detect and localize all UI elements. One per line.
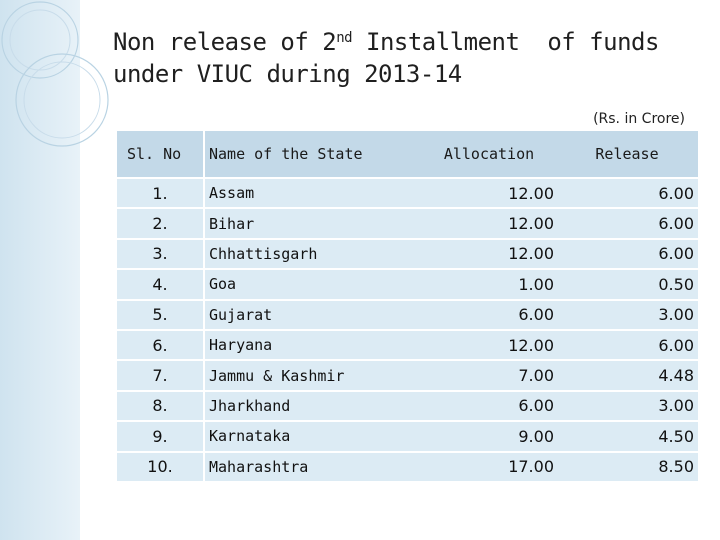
- allocation-cell: 12.00: [424, 178, 560, 210]
- title-line1-text: Non release of 2: [113, 28, 337, 56]
- header-allocation: Allocation: [424, 131, 560, 179]
- sl-no-cell: 9.: [117, 421, 204, 453]
- allocation-cell: 12.00: [424, 329, 560, 362]
- sl-no-cell: 5.: [117, 299, 204, 331]
- state-cell: Assam: [203, 178, 424, 210]
- table-header-row: Sl. No Name of the State Allocation Rele…: [117, 131, 698, 179]
- table-row: 1. Assam 12.00 6.00: [117, 178, 698, 210]
- table-row: 6. Haryana 12.00 6.00: [117, 329, 698, 362]
- release-cell: 6.00: [560, 178, 698, 210]
- allocation-cell: 17.00: [424, 451, 560, 483]
- allocation-cell: 7.00: [424, 360, 560, 392]
- table-row: 4. Goa 1.00 0.50: [117, 269, 698, 301]
- release-cell: 4.48: [560, 360, 698, 392]
- left-decorative-bar: [0, 0, 80, 540]
- sl-no-cell: 2.: [117, 208, 204, 240]
- state-cell: Karnataka: [203, 421, 424, 453]
- release-cell: 3.00: [560, 390, 698, 423]
- state-cell: Chhattisgarh: [203, 238, 424, 271]
- release-cell: 6.00: [560, 329, 698, 362]
- sl-no-cell: 6.: [117, 329, 204, 362]
- sl-no-cell: 3.: [117, 238, 204, 271]
- release-cell: 6.00: [560, 208, 698, 240]
- state-cell: Jharkhand: [203, 390, 424, 423]
- sl-no-cell: 10.: [117, 451, 204, 483]
- release-cell: 6.00: [560, 238, 698, 271]
- table-row: 7. Jammu & Kashmir 7.00 4.48: [117, 360, 698, 392]
- state-cell: Jammu & Kashmir: [203, 360, 424, 392]
- title-superscript: nd: [336, 30, 353, 46]
- allocation-cell: 12.00: [424, 238, 560, 271]
- state-cell: Haryana: [203, 329, 424, 362]
- state-cell: Goa: [203, 269, 424, 301]
- allocation-cell: 6.00: [424, 299, 560, 331]
- release-cell: 4.50: [560, 421, 698, 453]
- allocation-cell: 6.00: [424, 390, 560, 423]
- sl-no-cell: 1.: [117, 178, 204, 210]
- header-release: Release: [560, 131, 698, 179]
- table-row: 10. Maharashtra 17.00 8.50: [117, 451, 698, 483]
- allocation-cell: 1.00: [424, 269, 560, 301]
- table-row: 8. Jharkhand 6.00 3.00: [117, 390, 698, 423]
- release-cell: 3.00: [560, 299, 698, 331]
- units-note: (Rs. in Crore): [593, 111, 685, 127]
- header-sl-no: Sl. No: [117, 131, 204, 179]
- state-cell: Gujarat: [203, 299, 424, 331]
- title-line1-rest: Installment of funds: [352, 28, 659, 56]
- allocation-cell: 12.00: [424, 208, 560, 240]
- table-row: 5. Gujarat 6.00 3.00: [117, 299, 698, 331]
- release-cell: 8.50: [560, 451, 698, 483]
- state-cell: Bihar: [203, 208, 424, 240]
- state-cell: Maharashtra: [203, 451, 424, 483]
- table-row: 3. Chhattisgarh 12.00 6.00: [117, 238, 698, 271]
- allocation-cell: 9.00: [424, 421, 560, 453]
- slide-title: Non release of 2nd Installment of funds u…: [113, 26, 703, 90]
- release-cell: 0.50: [560, 269, 698, 301]
- sl-no-cell: 7.: [117, 360, 204, 392]
- table-row: 9. Karnataka 9.00 4.50: [117, 421, 698, 453]
- title-line2: under VIUC during 2013-14: [113, 60, 462, 88]
- table-row: 2. Bihar 12.00 6.00: [117, 208, 698, 240]
- sl-no-cell: 4.: [117, 269, 204, 301]
- funds-table: Sl. No Name of the State Allocation Rele…: [117, 131, 698, 483]
- sl-no-cell: 8.: [117, 390, 204, 423]
- header-state: Name of the State: [203, 131, 424, 179]
- decorative-circles: [1, 1, 109, 147]
